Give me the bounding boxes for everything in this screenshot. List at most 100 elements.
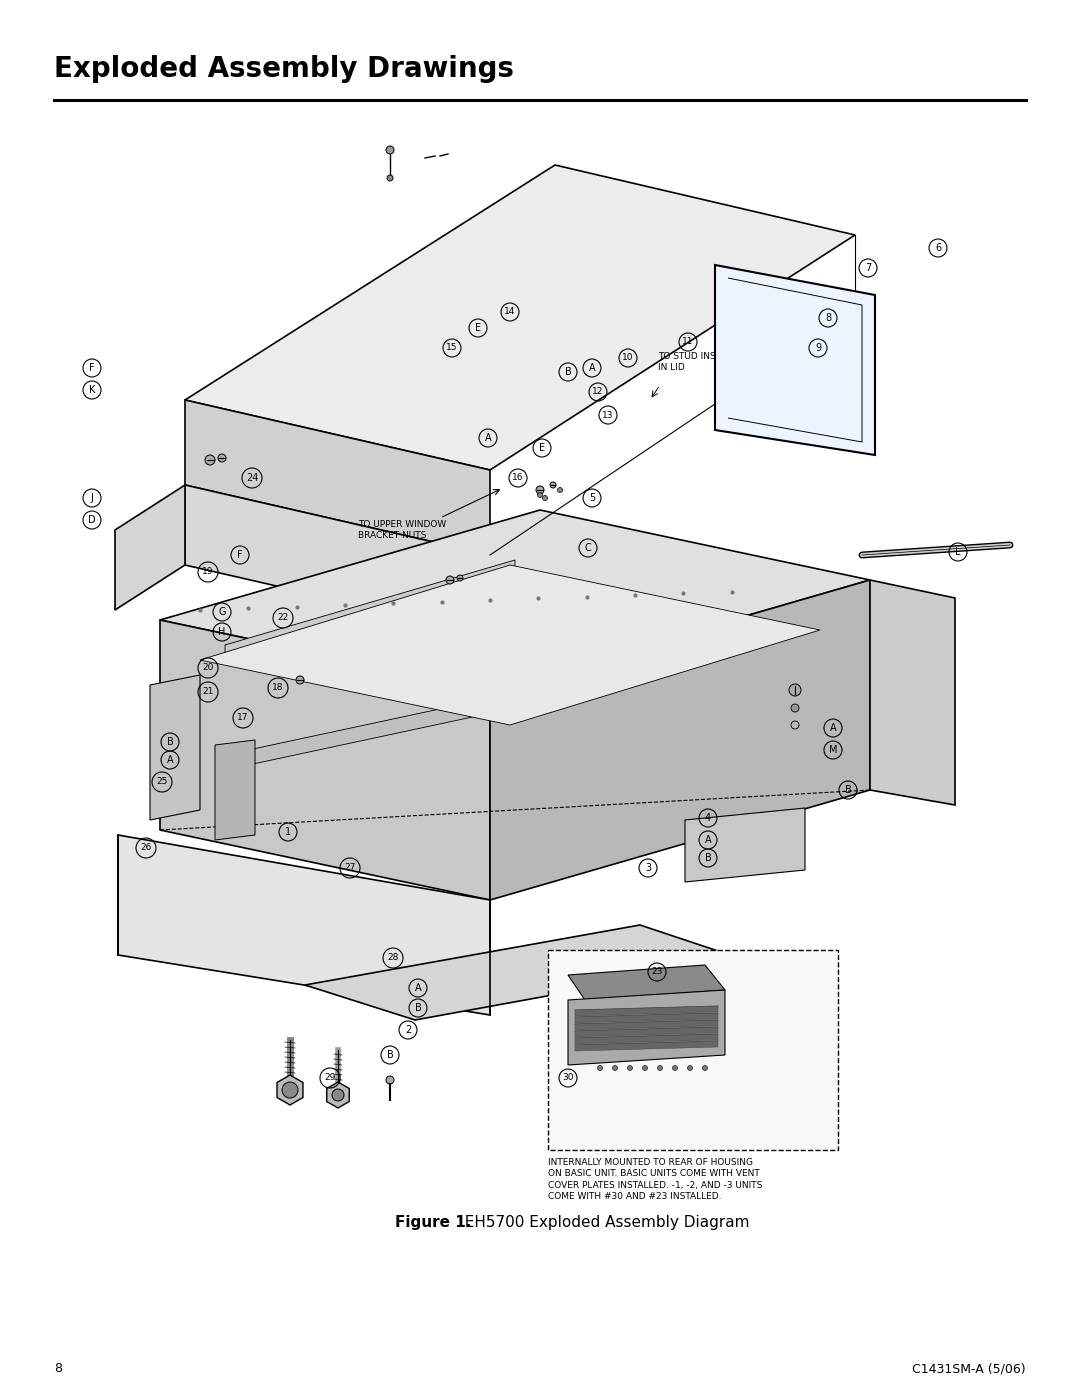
Circle shape bbox=[643, 1066, 648, 1070]
Circle shape bbox=[673, 1066, 677, 1070]
Polygon shape bbox=[114, 485, 185, 610]
Text: 8: 8 bbox=[54, 1362, 62, 1375]
Polygon shape bbox=[327, 1083, 349, 1108]
Polygon shape bbox=[568, 990, 725, 1065]
Text: 3: 3 bbox=[645, 863, 651, 873]
Circle shape bbox=[791, 704, 799, 712]
Circle shape bbox=[296, 676, 303, 685]
Polygon shape bbox=[118, 835, 490, 1016]
Text: 22: 22 bbox=[278, 613, 288, 623]
Circle shape bbox=[542, 496, 548, 500]
Text: 7: 7 bbox=[865, 263, 872, 272]
Text: 19: 19 bbox=[202, 567, 214, 577]
Circle shape bbox=[658, 1066, 662, 1070]
Text: 5: 5 bbox=[589, 493, 595, 503]
Circle shape bbox=[597, 1066, 603, 1070]
Circle shape bbox=[332, 1090, 345, 1101]
Text: EH5700 Exploded Assembly Diagram: EH5700 Exploded Assembly Diagram bbox=[455, 1215, 750, 1229]
Text: A: A bbox=[166, 754, 173, 766]
FancyBboxPatch shape bbox=[548, 950, 838, 1150]
Polygon shape bbox=[715, 265, 875, 455]
Circle shape bbox=[550, 482, 556, 488]
Text: A: A bbox=[829, 724, 836, 733]
Text: 21: 21 bbox=[202, 687, 214, 697]
Text: B: B bbox=[704, 854, 712, 863]
Polygon shape bbox=[870, 580, 955, 805]
Text: 13: 13 bbox=[603, 411, 613, 419]
Circle shape bbox=[538, 493, 542, 497]
Text: 24: 24 bbox=[246, 474, 258, 483]
Text: Figure 1.: Figure 1. bbox=[395, 1215, 471, 1229]
Polygon shape bbox=[225, 694, 505, 770]
Text: E: E bbox=[539, 443, 545, 453]
Text: B: B bbox=[845, 785, 851, 795]
Polygon shape bbox=[575, 1034, 718, 1044]
Text: J: J bbox=[91, 493, 94, 503]
Text: 10: 10 bbox=[622, 353, 634, 362]
Circle shape bbox=[457, 576, 463, 581]
Polygon shape bbox=[490, 580, 870, 900]
Polygon shape bbox=[575, 1006, 718, 1016]
Text: TO UPPER WINDOW
BRACKET NUTS: TO UPPER WINDOW BRACKET NUTS bbox=[357, 520, 446, 541]
Text: 23: 23 bbox=[651, 968, 663, 977]
Polygon shape bbox=[160, 510, 870, 690]
Text: 30: 30 bbox=[563, 1073, 573, 1083]
Circle shape bbox=[536, 486, 544, 495]
Text: 6: 6 bbox=[935, 243, 941, 253]
Polygon shape bbox=[200, 564, 820, 725]
Circle shape bbox=[557, 488, 563, 493]
Polygon shape bbox=[215, 740, 255, 840]
Text: 29: 29 bbox=[324, 1073, 336, 1083]
Circle shape bbox=[688, 1066, 692, 1070]
Circle shape bbox=[627, 1066, 633, 1070]
Text: F: F bbox=[238, 550, 243, 560]
Polygon shape bbox=[685, 807, 805, 882]
Text: 4: 4 bbox=[705, 813, 711, 823]
Circle shape bbox=[612, 1066, 618, 1070]
Text: 11: 11 bbox=[683, 338, 693, 346]
Polygon shape bbox=[276, 1076, 303, 1105]
Text: B: B bbox=[565, 367, 571, 377]
Text: 28: 28 bbox=[388, 954, 399, 963]
Polygon shape bbox=[575, 1041, 718, 1051]
Text: 16: 16 bbox=[512, 474, 524, 482]
Text: 27: 27 bbox=[345, 863, 355, 873]
Text: Exploded Assembly Drawings: Exploded Assembly Drawings bbox=[54, 54, 514, 82]
Polygon shape bbox=[568, 965, 725, 1000]
Circle shape bbox=[205, 455, 215, 465]
Circle shape bbox=[791, 721, 799, 729]
Circle shape bbox=[702, 1066, 707, 1070]
Text: 2: 2 bbox=[405, 1025, 411, 1035]
Circle shape bbox=[282, 1083, 298, 1098]
Text: G: G bbox=[218, 608, 226, 617]
Circle shape bbox=[386, 1076, 394, 1084]
Text: SCREWS
SUPPLIED
WITH VENT
COVER
PLATE: SCREWS SUPPLIED WITH VENT COVER PLATE bbox=[755, 997, 806, 1052]
Text: F: F bbox=[90, 363, 95, 373]
Text: H: H bbox=[218, 627, 226, 637]
Text: A: A bbox=[704, 835, 712, 845]
Text: 20: 20 bbox=[202, 664, 214, 672]
Text: C1431SM-A (5/06): C1431SM-A (5/06) bbox=[913, 1362, 1026, 1375]
Text: C: C bbox=[584, 543, 592, 553]
Circle shape bbox=[387, 175, 393, 182]
Text: E: E bbox=[475, 323, 481, 332]
Polygon shape bbox=[575, 1027, 718, 1037]
Text: A: A bbox=[415, 983, 421, 993]
Text: B: B bbox=[166, 738, 174, 747]
Text: M: M bbox=[828, 745, 837, 754]
Text: K: K bbox=[89, 386, 95, 395]
Text: 18: 18 bbox=[272, 683, 284, 693]
Polygon shape bbox=[185, 165, 855, 469]
Text: 25: 25 bbox=[157, 778, 167, 787]
Text: D: D bbox=[89, 515, 96, 525]
Text: 1: 1 bbox=[285, 827, 292, 837]
Text: INTERNALLY MOUNTED TO REAR OF HOUSING
ON BASIC UNIT. BASIC UNITS COME WITH VENT
: INTERNALLY MOUNTED TO REAR OF HOUSING ON… bbox=[548, 1158, 762, 1201]
Text: B: B bbox=[415, 1003, 421, 1013]
Circle shape bbox=[218, 454, 226, 462]
Circle shape bbox=[446, 576, 454, 584]
Polygon shape bbox=[575, 1020, 718, 1030]
Text: 9: 9 bbox=[815, 344, 821, 353]
Text: 15: 15 bbox=[446, 344, 458, 352]
Text: 17: 17 bbox=[238, 714, 248, 722]
Text: 12: 12 bbox=[592, 387, 604, 397]
